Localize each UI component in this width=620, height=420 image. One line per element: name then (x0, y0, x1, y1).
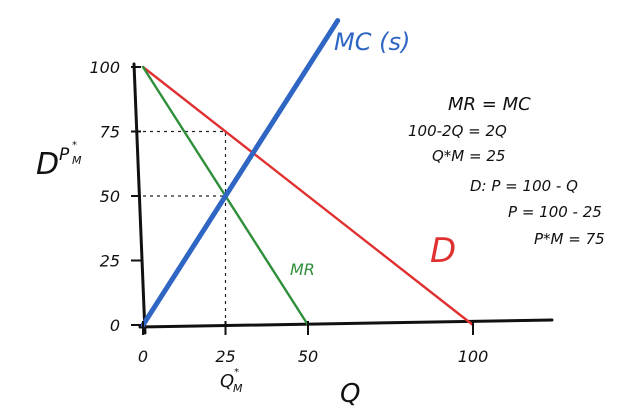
x-axis (138, 318, 554, 329)
x-axis-label: Q (340, 379, 360, 409)
annotation-notes: MR = MC 100-2Q = 2Q Q*M = 25 D: P = 100 … (408, 94, 605, 248)
y-axis-label-star: * (72, 140, 77, 151)
q-star-label: Q (220, 371, 234, 392)
x-tick-label-25: 25 (215, 347, 235, 366)
series-line-mc-s (140, 18, 341, 328)
x-tick-label-50: 50 (298, 347, 318, 366)
y-tick-label-0: 0 (110, 316, 120, 335)
x-tick-label-0: 0 (138, 347, 148, 366)
mr-curve-label: MR (290, 260, 315, 279)
series-line-d (141, 65, 475, 327)
x-tick-label-100: 100 (458, 347, 489, 366)
note-substitute: P = 100 - 25 (508, 203, 602, 221)
y-axis-label: P (59, 145, 70, 165)
y-axis-label-sub: M (72, 154, 82, 167)
y-tick-label-75: 75 (100, 123, 120, 142)
d-curve-label: D (430, 231, 456, 271)
tick-group: 0 25 50 75 100 0 25 50 100 (89, 58, 488, 366)
series-group (140, 18, 475, 328)
note-demand: D: P = 100 - Q (470, 177, 578, 195)
guide-line-0 (143, 130, 227, 325)
q-star-sub: M (233, 382, 243, 395)
y-tick-label-50: 50 (100, 187, 120, 206)
y-axis-mark: D (36, 147, 59, 182)
y-axis (132, 62, 147, 335)
q-star-star: * (234, 367, 239, 378)
y-tick-label-25: 25 (100, 252, 120, 271)
mc-curve-label: MC (s) (334, 28, 410, 56)
y-tick-label-100: 100 (89, 58, 120, 77)
note-qm: Q*M = 25 (432, 147, 505, 165)
note-equation: 100-2Q = 2Q (408, 122, 507, 140)
guide-lines (143, 130, 227, 325)
note-pm: P*M = 75 (534, 230, 605, 248)
note-mr-mc: MR = MC (448, 94, 531, 115)
